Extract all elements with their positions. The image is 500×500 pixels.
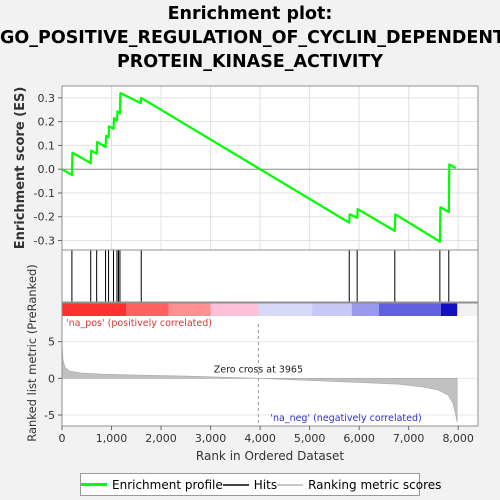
title-line-2: GO_POSITIVE_REGULATION_OF_CYCLIN_DEPENDE… — [0, 28, 500, 48]
legend-item-3: Ranking metric scores — [277, 478, 441, 492]
legend-swatch — [222, 483, 249, 486]
metric-y-tick-label: 5 — [48, 336, 55, 349]
chart-title: Enrichment plot: GO_POSITIVE_REGULATION_… — [0, 2, 500, 74]
legend: Enrichment profile Hits Ranking metric sco… — [80, 473, 441, 496]
hits-panel-border — [61, 249, 479, 303]
legend-swatch — [81, 483, 107, 486]
color-bar-segment — [312, 303, 352, 316]
legend-swatch — [277, 483, 304, 486]
es-y-tick-label: 0.0 — [38, 163, 56, 176]
es-y-tick-label: -0.3 — [34, 234, 55, 247]
color-bar-segment — [126, 303, 169, 316]
legend-label: Ranking metric scores — [308, 477, 442, 492]
ranking-color-bar — [62, 303, 458, 316]
legend-label: Enrichment profile — [112, 477, 223, 492]
metric-panel-background — [62, 316, 478, 426]
ranking-metric-area — [61, 341, 458, 423]
color-bar-segment — [168, 303, 211, 316]
x-axis-label: Rank in Ordered Dataset — [196, 449, 344, 463]
x-tick-label: 4,000 — [244, 432, 276, 445]
title-line-3: PROTEIN_KINASE_ACTIVITY — [116, 52, 384, 72]
x-tick-label: 5,000 — [294, 432, 326, 445]
x-tick-label: 0 — [59, 432, 66, 445]
x-tick-label: 6,000 — [343, 432, 375, 445]
es-y-tick-label: -0.1 — [34, 187, 55, 200]
color-bar-segment — [378, 303, 441, 316]
legend-item-1: Enrichment profile — [81, 478, 223, 492]
x-tick-label: 1,000 — [96, 432, 128, 445]
positive-correlation-label: 'na_pos' (positively correlated) — [66, 318, 212, 329]
color-bar-segment — [210, 303, 259, 316]
legend-label: Hits — [253, 477, 278, 492]
metric-y-tick-label: -5 — [44, 409, 55, 422]
x-tick-label: 3,000 — [195, 432, 227, 445]
es-y-tick-label: 0.1 — [38, 139, 56, 152]
metric-panel-border — [61, 302, 479, 427]
title-line-1: Enrichment plot: — [167, 4, 333, 24]
enrichment-profile-line — [61, 92, 457, 243]
color-bar-segment — [258, 303, 313, 316]
negative-correlation-label: 'na_neg' (negatively correlated) — [270, 413, 421, 424]
x-tick-label: 8,000 — [442, 432, 474, 445]
es-y-tick-label: 0.3 — [38, 92, 56, 105]
color-bar-segment — [62, 303, 127, 316]
es-y-ticks: 0.3 0.2 0.1 0.0 -0.1 -0.2 -0.3 — [34, 92, 62, 247]
x-ticks: 0 1,000 2,000 3,000 4,000 5,000 6,000 7,000 8,00… — [59, 426, 474, 445]
metric-y-axis-label: Ranked list metric (PreRanked) — [25, 264, 39, 442]
zero-cross-label: Zero cross at 3965 — [214, 364, 303, 375]
es-y-axis-label: Enrichment score (ES) — [13, 87, 28, 250]
es-y-tick-label: 0.2 — [38, 116, 56, 129]
metric-y-ticks: 5 0 -5 — [44, 336, 62, 422]
legend-item-2: Hits — [222, 477, 278, 492]
hit-marks — [71, 250, 450, 302]
color-bar-segment — [351, 303, 379, 316]
x-tick-label: 2,000 — [145, 432, 177, 445]
hits-panel-background — [62, 250, 478, 302]
metric-y-tick-label: 0 — [48, 372, 55, 385]
x-tick-label: 7,000 — [393, 432, 425, 445]
es-panel-background — [62, 86, 478, 250]
es-y-tick-label: -0.2 — [34, 211, 55, 224]
color-bar-segment — [440, 303, 458, 316]
